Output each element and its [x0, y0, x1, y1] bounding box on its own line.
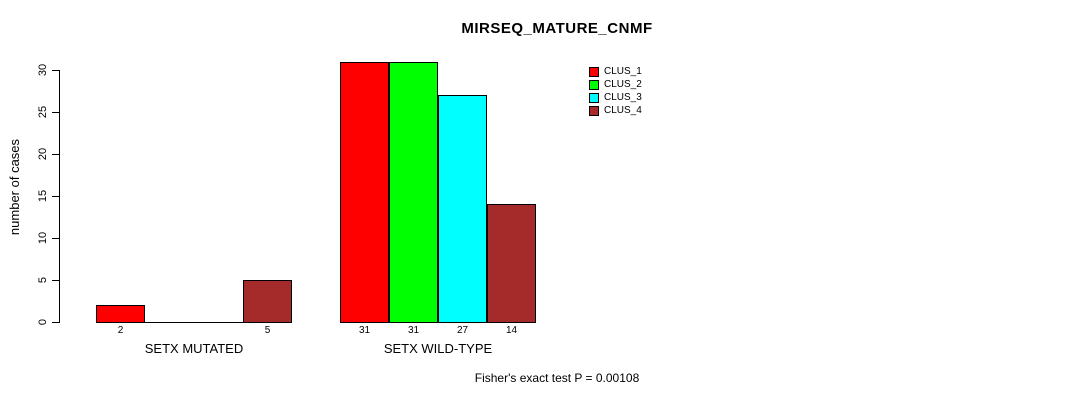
y-axis-line	[59, 70, 60, 323]
bar-clus_4-group2	[487, 204, 536, 323]
y-axis-label: number of cases	[7, 138, 22, 236]
category-label: SETX MUTATED	[144, 341, 244, 356]
chart-title: MIRSEQ_MATURE_CNMF	[461, 20, 653, 37]
bar-clus_1-group1	[96, 305, 145, 323]
legend-label: CLUS_3	[604, 92, 642, 103]
y-tick-label: 20	[37, 147, 49, 161]
category-label: SETX WILD-TYPE	[383, 341, 493, 356]
legend-row-clus_4: CLUS_4	[589, 104, 642, 117]
fisher-test-annotation: Fisher's exact test P = 0.00108	[474, 371, 640, 385]
legend-label: CLUS_4	[604, 105, 642, 116]
y-tick	[52, 196, 59, 197]
bar-value-label: 2	[117, 325, 124, 336]
y-tick	[52, 154, 59, 155]
legend-swatch-clus_1	[589, 66, 599, 77]
y-tick-label: 15	[37, 189, 49, 203]
bar-value-label: 27	[456, 325, 469, 336]
bar-clus_3-group2	[438, 95, 487, 323]
y-tick-label: 10	[37, 231, 49, 245]
y-tick	[52, 70, 59, 71]
y-tick-label: 25	[37, 105, 49, 119]
bar-value-label: 5	[264, 325, 271, 336]
bar-value-label: 14	[505, 325, 518, 336]
legend-swatch-clus_3	[589, 92, 599, 103]
y-tick	[52, 322, 59, 323]
legend-swatch-clus_2	[589, 79, 599, 90]
y-tick-label: 5	[37, 276, 49, 284]
legend-row-clus_1: CLUS_1	[589, 65, 642, 78]
bar-clus_2-group2	[389, 62, 438, 323]
legend: CLUS_1 CLUS_2 CLUS_3 CLUS_4	[589, 65, 642, 117]
bar-value-label: 31	[407, 325, 420, 336]
y-tick	[52, 280, 59, 281]
y-tick-label: 30	[37, 63, 49, 77]
y-tick	[52, 238, 59, 239]
y-tick-label: 0	[37, 318, 49, 326]
legend-label: CLUS_2	[604, 79, 642, 90]
y-tick	[52, 112, 59, 113]
group-baseline	[96, 322, 292, 323]
bar-value-label: 31	[358, 325, 371, 336]
bar-clus_4-group1	[243, 280, 292, 323]
legend-label: CLUS_1	[604, 66, 642, 77]
legend-row-clus_2: CLUS_2	[589, 78, 642, 91]
legend-row-clus_3: CLUS_3	[589, 91, 642, 104]
legend-swatch-clus_4	[589, 105, 599, 116]
bar-clus_1-group2	[340, 62, 389, 323]
